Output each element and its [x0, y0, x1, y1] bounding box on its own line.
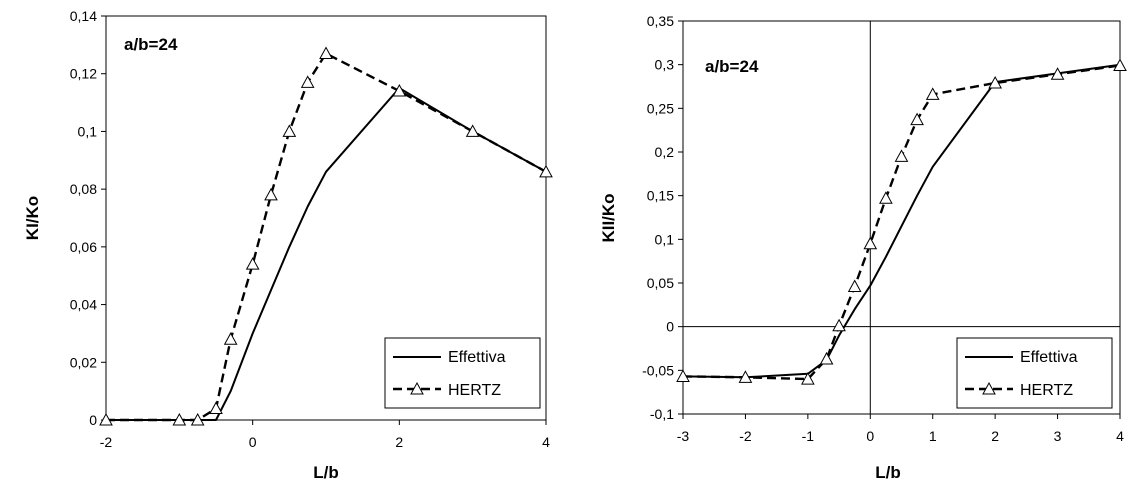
y-tick-label: 0,2 — [655, 144, 675, 160]
annotation-left: a/b=24 — [124, 35, 178, 54]
x-tick-label: 3 — [1054, 428, 1062, 444]
y-tick-label: 0,15 — [647, 188, 674, 204]
data-point-hertz — [319, 46, 333, 60]
y-tick-label: 0,06 — [70, 239, 97, 255]
x-tick-label: 2 — [991, 428, 999, 444]
data-point-hertz — [801, 372, 815, 385]
y-tick-labels-left: 0 0,02 0,04 0,06 0,08 0,1 0,12 0,14 — [70, 8, 106, 428]
y-axis-label-right: KII/Ko — [599, 193, 618, 242]
y-tick-label: 0,35 — [647, 13, 674, 29]
data-point-hertz — [925, 87, 940, 100]
data-point-hertz — [282, 124, 297, 137]
data-point-hertz — [1113, 58, 1127, 72]
series-left — [99, 46, 553, 426]
series-line-effettiva — [682, 63, 1121, 379]
data-point-hertz — [245, 257, 260, 270]
y-tick-label: 0,02 — [70, 354, 97, 370]
data-point-hertz — [738, 370, 753, 383]
legend-hertz-marker-right — [982, 381, 996, 395]
annotation-right: a/b=24 — [705, 57, 759, 76]
legend-effettiva-label-right: Effettiva — [1020, 349, 1078, 366]
data-point-hertz — [988, 75, 1002, 89]
y-tick-label: -0,05 — [642, 362, 674, 378]
data-point-hertz — [465, 124, 480, 137]
legend-box-right — [956, 337, 1113, 409]
data-point-hertz — [264, 187, 278, 201]
data-point-hertz — [172, 412, 187, 426]
series-line-hertz — [682, 64, 1121, 381]
chart-right: -0,1 -0,05 0 0,05 0,1 0,15 0,2 0,25 0,3 0,35 -3 -2… — [599, 13, 1127, 482]
y-tick-label: 0,14 — [70, 8, 97, 24]
y-tick-labels-right: -0,1 -0,05 0 0,05 0,1 0,15 0,2 0,25 0,3 0,35 — [642, 13, 683, 422]
legend-hertz-marker-left — [410, 381, 424, 395]
y-tick-label: 0 — [89, 412, 97, 428]
x-tick-labels-left: -2 0 2 4 — [100, 420, 550, 450]
data-point-hertz — [910, 112, 924, 126]
legend-hertz-label-left: HERTZ — [448, 382, 501, 399]
x-tick-labels-right: -3 -2 -1 0 1 2 3 4 — [677, 414, 1124, 444]
data-point-hertz — [879, 191, 893, 204]
data-point-hertz — [676, 369, 690, 382]
y-tick-label: 0,08 — [70, 181, 97, 197]
data-point-hertz — [209, 401, 223, 414]
y-tick-label: 0,1 — [655, 231, 675, 247]
x-tick-label: 0 — [866, 428, 874, 444]
x-tick-label: -3 — [677, 428, 690, 444]
x-axis-label-left: L/b — [313, 463, 339, 482]
y-tick-label: 0,12 — [70, 66, 97, 82]
data-point-hertz — [99, 412, 113, 426]
y-tick-label: -0,1 — [650, 406, 674, 422]
x-tick-label: 1 — [929, 428, 937, 444]
x-axis-label-right: L/b — [875, 463, 901, 482]
y-tick-label: 0 — [666, 319, 674, 335]
y-tick-label: 0,3 — [655, 57, 675, 73]
legend-left: Effettiva HERTZ — [384, 337, 541, 409]
data-point-hertz — [819, 351, 834, 365]
legend-effettiva-label-left: Effettiva — [448, 349, 506, 366]
series-right — [676, 58, 1127, 385]
x-tick-label: 4 — [1116, 428, 1124, 444]
data-point-hertz — [847, 279, 862, 292]
legend-box-left — [384, 337, 541, 409]
legend-right: Effettiva HERTZ — [956, 337, 1113, 409]
x-tick-label: -1 — [802, 428, 815, 444]
x-tick-label: 2 — [395, 434, 403, 450]
legend-hertz-label-right: HERTZ — [1020, 382, 1073, 399]
y-axis-label-left: KI/Ko — [23, 196, 42, 240]
data-point-hertz — [894, 149, 909, 162]
y-tick-label: 0,25 — [647, 100, 674, 116]
data-point-hertz — [190, 412, 205, 426]
data-point-hertz — [832, 318, 846, 332]
x-tick-label: -2 — [739, 428, 752, 444]
data-point-hertz — [392, 83, 407, 97]
data-point-hertz — [1050, 67, 1065, 80]
y-tick-label: 0,05 — [647, 275, 674, 291]
data-point-hertz — [863, 236, 878, 250]
chart-left: 00,020,040,060,080,10,120,14 -2 0 2 4 a/b=2… — [23, 8, 553, 482]
y-tick-label: 0,1 — [78, 123, 98, 139]
x-tick-label: -2 — [100, 434, 113, 450]
y-tick-label: 0,04 — [70, 297, 97, 313]
x-tick-label: 0 — [249, 434, 257, 450]
data-point-hertz — [539, 164, 553, 178]
data-point-hertz — [300, 75, 315, 88]
data-point-hertz — [223, 332, 238, 345]
x-tick-label: 4 — [542, 434, 550, 450]
